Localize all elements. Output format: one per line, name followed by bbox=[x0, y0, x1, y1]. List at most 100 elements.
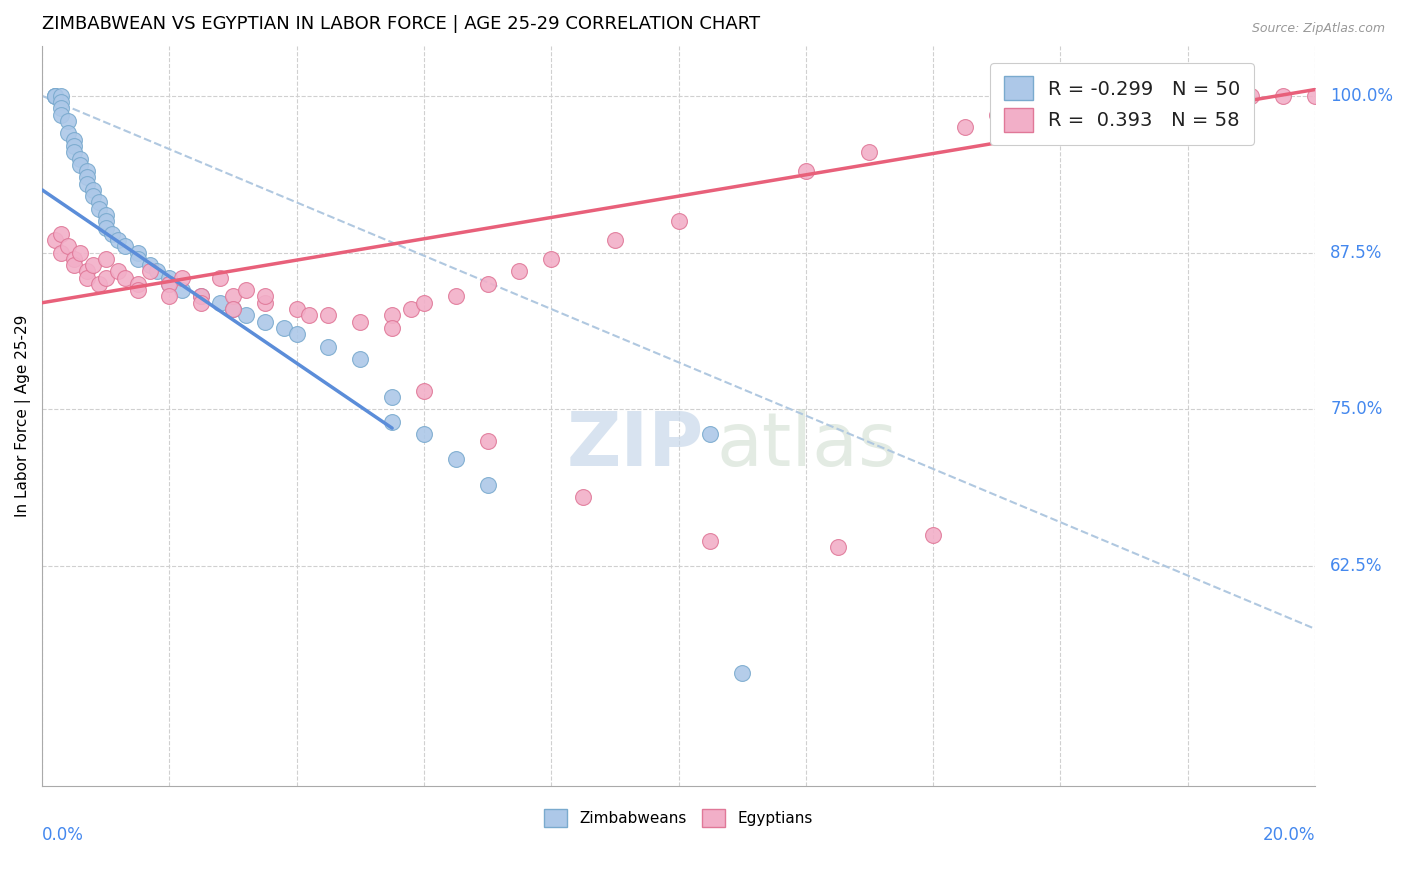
Point bbox=[51, 245, 73, 260]
Point bbox=[82, 189, 104, 203]
Point bbox=[69, 152, 91, 166]
Point bbox=[381, 415, 404, 429]
Point bbox=[44, 233, 66, 247]
Point bbox=[190, 295, 212, 310]
Point bbox=[508, 264, 530, 278]
Point bbox=[139, 264, 162, 278]
Y-axis label: In Labor Force | Age 25-29: In Labor Force | Age 25-29 bbox=[15, 314, 31, 516]
Text: ZIMBABWEAN VS EGYPTIAN IN LABOR FORCE | AGE 25-29 CORRELATION CHART: ZIMBABWEAN VS EGYPTIAN IN LABOR FORCE | … bbox=[42, 15, 761, 33]
Point bbox=[107, 233, 129, 247]
Point bbox=[145, 264, 167, 278]
Point bbox=[413, 384, 436, 398]
Point bbox=[209, 295, 232, 310]
Point bbox=[94, 252, 117, 266]
Point bbox=[63, 258, 86, 272]
Point bbox=[381, 308, 404, 322]
Point bbox=[381, 390, 404, 404]
Point bbox=[44, 88, 66, 103]
Point bbox=[157, 270, 180, 285]
Point bbox=[190, 289, 212, 303]
Point bbox=[922, 527, 945, 541]
Point bbox=[235, 308, 257, 322]
Point bbox=[63, 133, 86, 147]
Point bbox=[127, 283, 149, 297]
Point bbox=[172, 283, 194, 297]
Point bbox=[1081, 95, 1104, 109]
Point bbox=[209, 270, 232, 285]
Point bbox=[63, 145, 86, 160]
Point bbox=[318, 308, 340, 322]
Point bbox=[114, 270, 136, 285]
Point bbox=[76, 264, 98, 278]
Point bbox=[127, 277, 149, 291]
Point bbox=[76, 164, 98, 178]
Point bbox=[235, 283, 257, 297]
Point bbox=[51, 108, 73, 122]
Text: Source: ZipAtlas.com: Source: ZipAtlas.com bbox=[1251, 22, 1385, 36]
Point bbox=[94, 220, 117, 235]
Point bbox=[56, 127, 79, 141]
Point bbox=[349, 314, 371, 328]
Point bbox=[699, 427, 721, 442]
Point bbox=[477, 434, 499, 448]
Text: atlas: atlas bbox=[717, 409, 897, 482]
Point bbox=[56, 239, 79, 253]
Point bbox=[51, 227, 73, 241]
Point bbox=[603, 233, 626, 247]
Point bbox=[82, 183, 104, 197]
Point bbox=[253, 295, 276, 310]
Point bbox=[94, 270, 117, 285]
Point bbox=[222, 289, 245, 303]
Legend: Zimbabweans, Egyptians: Zimbabweans, Egyptians bbox=[538, 803, 818, 833]
Point bbox=[668, 214, 690, 228]
Point bbox=[572, 490, 595, 504]
Point bbox=[51, 101, 73, 115]
Point bbox=[318, 340, 340, 354]
Point bbox=[157, 289, 180, 303]
Point bbox=[731, 665, 754, 680]
Point bbox=[413, 427, 436, 442]
Point bbox=[285, 301, 308, 316]
Point bbox=[953, 120, 976, 135]
Point bbox=[76, 177, 98, 191]
Point bbox=[139, 258, 162, 272]
Point bbox=[51, 88, 73, 103]
Point bbox=[157, 277, 180, 291]
Point bbox=[44, 88, 66, 103]
Point bbox=[127, 245, 149, 260]
Point bbox=[63, 252, 86, 266]
Point bbox=[101, 227, 124, 241]
Point bbox=[477, 277, 499, 291]
Point bbox=[69, 158, 91, 172]
Point bbox=[89, 195, 111, 210]
Point bbox=[51, 95, 73, 109]
Point bbox=[699, 534, 721, 549]
Point bbox=[413, 295, 436, 310]
Point bbox=[157, 277, 180, 291]
Point bbox=[107, 264, 129, 278]
Point bbox=[63, 139, 86, 153]
Point bbox=[89, 277, 111, 291]
Text: 75.0%: 75.0% bbox=[1330, 401, 1382, 418]
Point bbox=[114, 239, 136, 253]
Point bbox=[76, 170, 98, 185]
Point bbox=[349, 352, 371, 367]
Point bbox=[82, 258, 104, 272]
Point bbox=[285, 327, 308, 342]
Text: ZIP: ZIP bbox=[567, 409, 704, 482]
Text: 0.0%: 0.0% bbox=[42, 826, 84, 844]
Point bbox=[858, 145, 880, 160]
Point bbox=[94, 208, 117, 222]
Point bbox=[794, 164, 817, 178]
Point bbox=[253, 314, 276, 328]
Point bbox=[381, 321, 404, 335]
Point bbox=[172, 270, 194, 285]
Point bbox=[89, 202, 111, 216]
Text: 100.0%: 100.0% bbox=[1330, 87, 1393, 105]
Point bbox=[222, 301, 245, 316]
Point bbox=[94, 214, 117, 228]
Point bbox=[986, 108, 1008, 122]
Point bbox=[399, 301, 422, 316]
Text: 62.5%: 62.5% bbox=[1330, 558, 1382, 575]
Point bbox=[253, 289, 276, 303]
